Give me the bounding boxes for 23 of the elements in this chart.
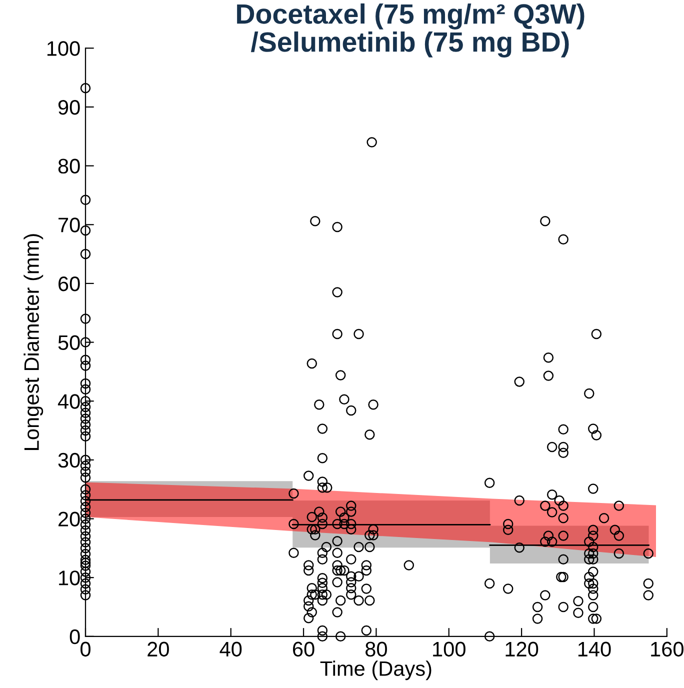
x-tick-label: 60: [293, 642, 314, 657]
x-tick-label: 120: [506, 642, 538, 657]
y-tick-label: 90: [58, 100, 80, 115]
x-tick-label: 140: [578, 642, 611, 657]
x-tick-label: 0: [80, 642, 90, 657]
y-tick-label: 40: [58, 394, 80, 409]
y-tick-label: 80: [58, 158, 80, 174]
x-tick-label: 20: [148, 642, 169, 657]
y-tick-label: 30: [58, 452, 80, 468]
y-tick-label: 100: [47, 41, 80, 56]
x-axis-title: Time (Days): [320, 660, 432, 680]
y-tick-label: 0: [70, 629, 80, 644]
x-tick-label: 40: [220, 642, 242, 657]
x-tick-label: 80: [366, 642, 387, 657]
y-tick-label: 70: [58, 218, 80, 232]
y-tick-label: 60: [58, 276, 80, 292]
y-tick-label: 20: [58, 512, 80, 527]
x-tick-label: 160: [651, 642, 684, 657]
y-axis-title: Longest Diameter (mm): [24, 234, 44, 450]
y-tick-label: 10: [59, 570, 80, 586]
chart-title: Docetaxel (75 mg/m² Q3W) /Selumetinib (75 mg BD): [237, 3, 584, 58]
y-tick-label: 50: [58, 335, 80, 350]
x-tick-label: 100: [433, 642, 466, 657]
